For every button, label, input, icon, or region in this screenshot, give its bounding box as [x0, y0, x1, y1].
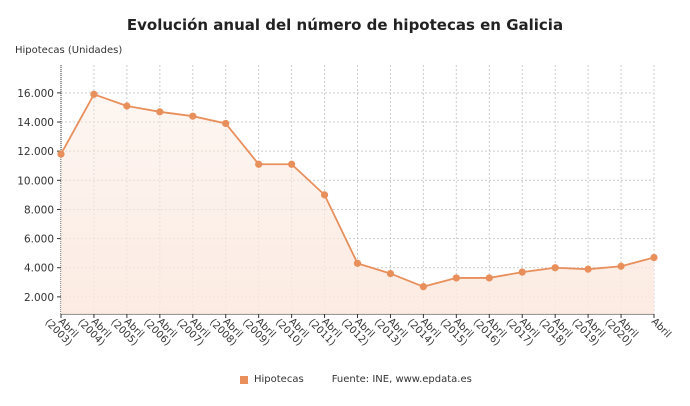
x-tick-label: Abril(2015)	[438, 310, 476, 348]
y-tick-label: 4.000	[24, 263, 54, 275]
data-point	[452, 274, 460, 282]
x-tick-label: Abril	[649, 316, 673, 340]
y-tick-label: 6.000	[24, 234, 54, 246]
data-point	[485, 274, 493, 282]
legend-swatch	[240, 375, 248, 384]
y-tick-label: 10.000	[17, 175, 54, 187]
chart-title: Evolución anual del número de hipotecas …	[126, 16, 564, 34]
x-tick-label: Abril(2017)	[504, 310, 542, 348]
x-tick-label: Abril(2019)	[570, 310, 608, 348]
x-tick-label: Abril(2004)	[75, 310, 113, 348]
y-tick-label: 14.000	[17, 117, 54, 129]
data-point	[90, 90, 98, 98]
data-point	[189, 112, 197, 120]
x-tick-label: Abril(2009)	[240, 310, 278, 348]
x-tick-label: Abril(2014)	[405, 310, 443, 348]
y-tick-label: 2.000	[24, 292, 54, 304]
data-point	[320, 191, 329, 199]
data-point	[419, 283, 427, 291]
data-point	[288, 160, 296, 168]
x-tick-label: Abril(2013)	[372, 310, 410, 348]
y-axis-label: Hipotecas (Unidades)	[15, 45, 123, 56]
data-point	[584, 265, 592, 273]
data-point	[518, 268, 526, 276]
x-tick-label: Abril(2007)	[174, 310, 212, 348]
x-tick-label: Abril(2012)	[339, 310, 377, 348]
x-tick-label: Abril(2018)	[537, 310, 575, 348]
data-point	[650, 253, 658, 262]
x-tick-label: Abril(2003)	[42, 310, 80, 348]
data-point	[57, 150, 65, 158]
data-point	[551, 264, 559, 272]
y-tick-label: 16.000	[17, 88, 54, 100]
y-tick-label: 8.000	[24, 204, 54, 216]
x-tick-label: Abril(2005)	[108, 310, 146, 348]
x-tick-label: Abril(2011)	[306, 310, 344, 348]
data-point	[255, 160, 263, 168]
x-tick-label: Abril(2008)	[207, 310, 245, 348]
data-point	[156, 108, 164, 116]
x-tick-label: Abril(2006)	[141, 310, 179, 348]
area-fill	[61, 94, 654, 314]
x-tick-label: Abril(2010)	[273, 310, 311, 348]
legend: Hipotecas Fuente: INE, www.epdata.es	[240, 374, 472, 385]
data-point	[123, 102, 131, 110]
x-tick-label: Abril(2020)	[602, 310, 640, 348]
x-tick-label: Abril(2016)	[471, 310, 509, 348]
data-point	[353, 259, 362, 267]
data-point	[617, 262, 625, 270]
data-point	[386, 269, 395, 278]
legend-label: Hipotecas	[254, 374, 304, 385]
source-note: Fuente: INE, www.epdata.es	[331, 374, 472, 385]
y-tick-label: 12.000	[17, 146, 54, 158]
data-point	[222, 119, 230, 128]
